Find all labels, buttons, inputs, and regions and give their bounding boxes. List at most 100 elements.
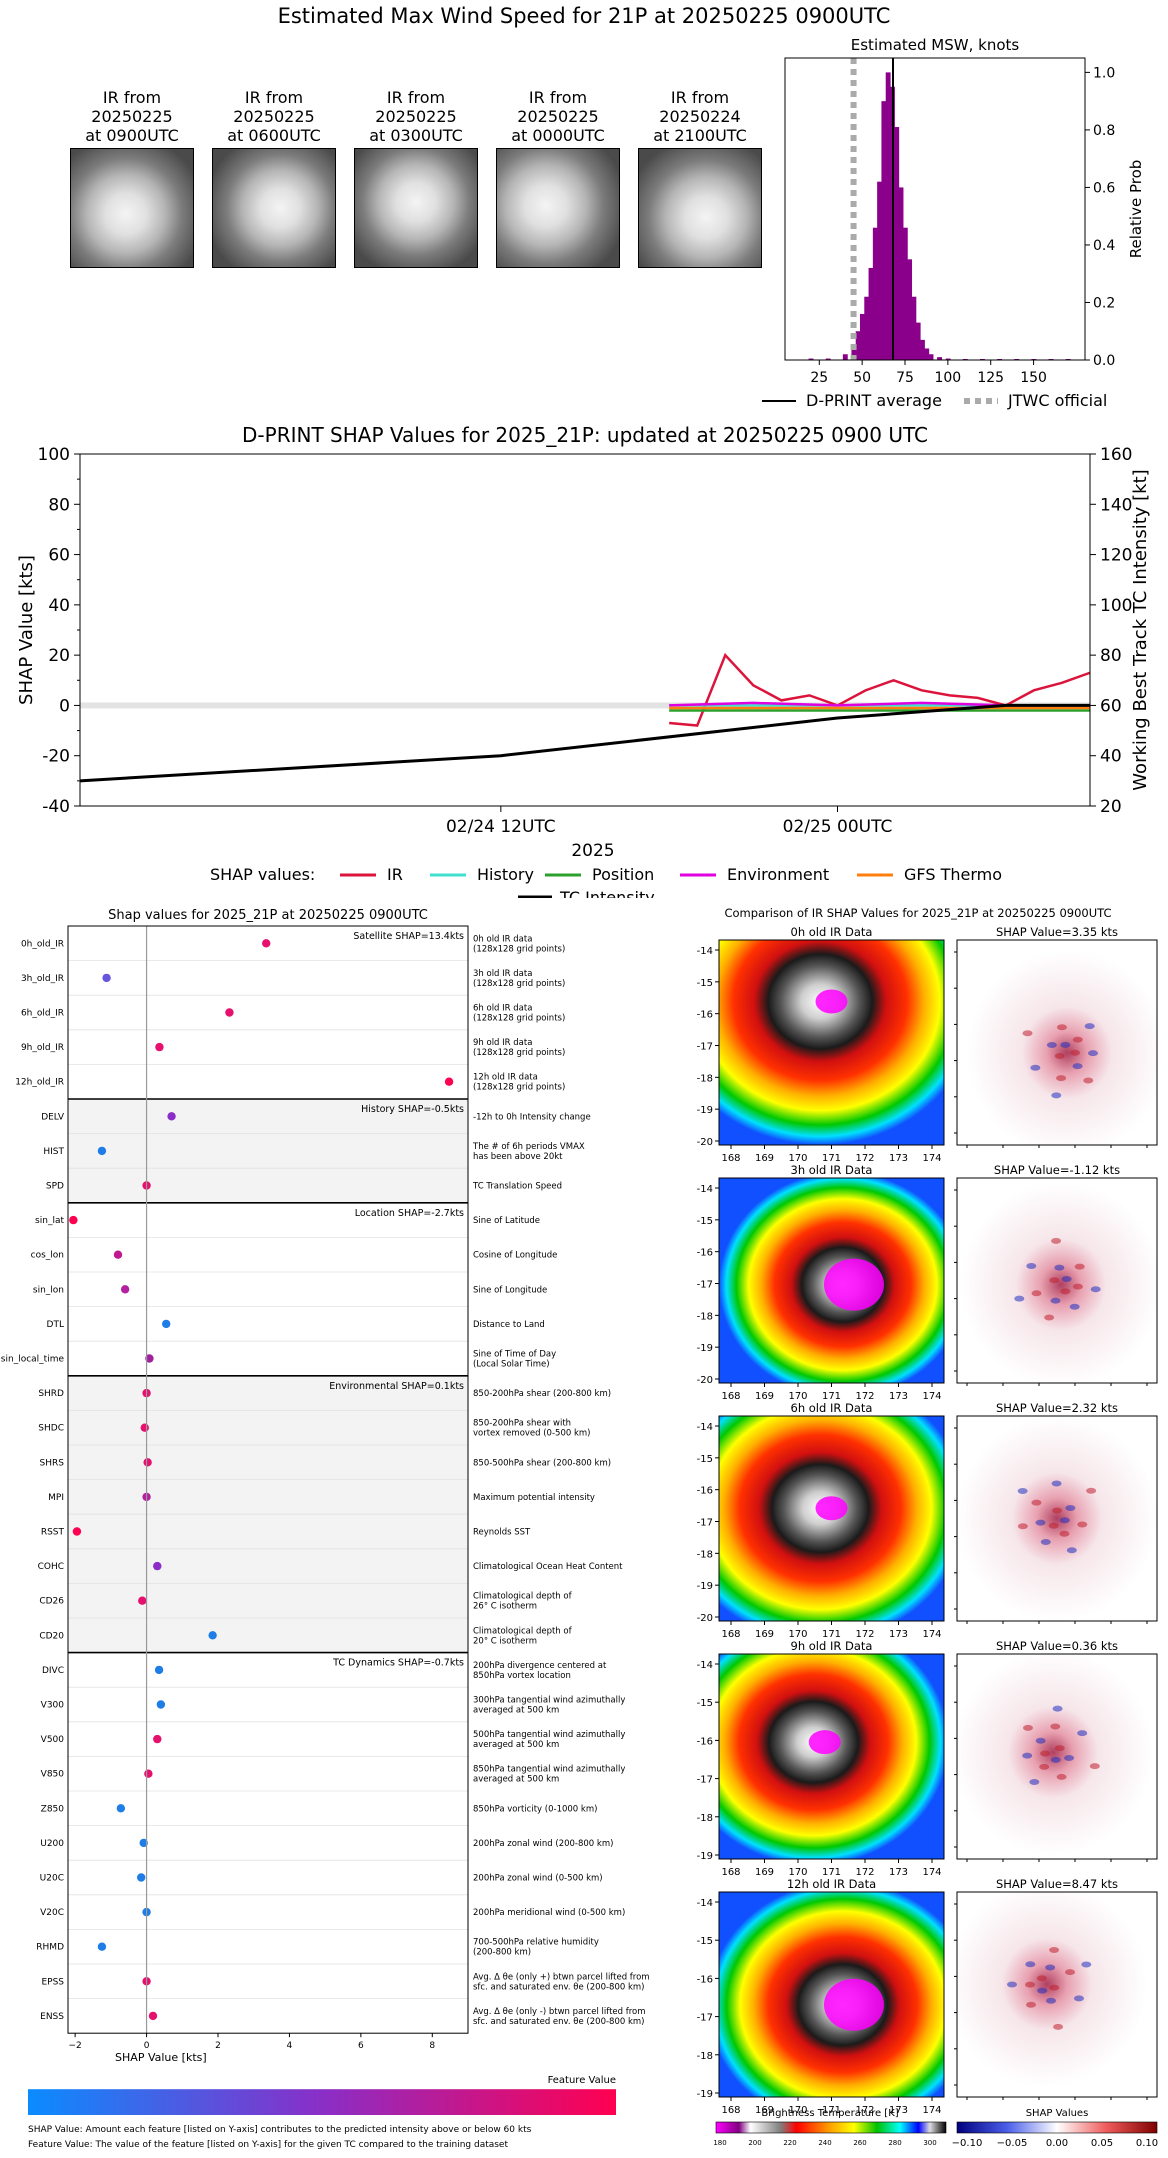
shap-dot-sin_lat <box>69 1215 78 1225</box>
ir-panel-title: IR from 20250225 at 0000UTC <box>511 88 605 145</box>
feature-name: 9h_old_IR <box>21 1043 64 1053</box>
shap-blob <box>1072 1036 1083 1043</box>
ir-x-tick-label: 169 <box>755 1629 774 1640</box>
shap-blob <box>1072 1283 1083 1290</box>
feature-description: 9h old IR data (128x128 grid points) <box>473 1038 565 1058</box>
shap-dot-6h_old_ir <box>225 1008 234 1017</box>
ir-x-tick-label: 170 <box>788 1629 807 1640</box>
ir-y-tick-label: -14 <box>697 1898 713 1909</box>
histogram-bar <box>885 72 891 360</box>
feature-description: 3h old IR data (128x128 grid points) <box>473 969 565 989</box>
feature-name: HIST <box>43 1147 64 1157</box>
shap-dot-cd20 <box>208 1631 217 1640</box>
ir-x-tick-label: 168 <box>721 1153 740 1164</box>
shap-blob <box>1048 1522 1059 1529</box>
feature-description: 850-200hPa shear (200-800 km) <box>473 1389 611 1399</box>
shap-blob <box>1086 1487 1097 1494</box>
shap-blob <box>1022 1030 1033 1037</box>
ts-y-tick-label: 100 <box>38 445 70 465</box>
shap-blob <box>1066 1547 1077 1554</box>
shap-dot-sin_lon <box>120 1285 130 1294</box>
shap-blob <box>1050 1297 1061 1304</box>
shap-row-title: SHAP Value=2.32 kts <box>996 1401 1118 1415</box>
histogram-bar <box>924 348 930 360</box>
shap-blob <box>1051 1237 1062 1244</box>
ir-y-tick-label: -19 <box>697 1105 713 1116</box>
ts-y-tick-label: 80 <box>48 495 70 515</box>
shap-row-title: SHAP Value=8.47 kts <box>996 1877 1118 1891</box>
histogram-bar <box>928 354 934 360</box>
shap-blob <box>1060 1041 1071 1048</box>
histogram-x-tick-label: 75 <box>896 370 914 386</box>
feature-description: Climatological depth of 26° C isotherm <box>473 1592 573 1612</box>
shap-blob <box>1084 1023 1095 1030</box>
group-label: History SHAP=-0.5kts <box>361 1104 464 1115</box>
shap-blob <box>1035 1519 1046 1526</box>
shap-blob <box>1050 1723 1061 1730</box>
shap-blob <box>1025 1961 1036 1968</box>
shap-blob <box>1090 1286 1101 1293</box>
shap-blob <box>1036 1975 1047 1982</box>
legend-label-position: Position <box>592 865 654 884</box>
dot-x-label: SHAP Value [kts] <box>115 2051 207 2064</box>
feature-name: DTL <box>47 1320 64 1330</box>
ts-y-tick-label: -40 <box>42 797 70 817</box>
ts-y2-tick-label: 60 <box>1100 696 1122 716</box>
ts-y-tick-label: 20 <box>48 646 70 666</box>
histogram-bar <box>864 296 870 360</box>
feature-name: DELV <box>41 1112 65 1122</box>
feature-description: 200hPa zonal wind (0-500 km) <box>473 1874 603 1884</box>
feature-name: U200 <box>40 1839 64 1849</box>
histogram-bar <box>851 345 857 360</box>
feature-description: 850hPa vorticity (0-1000 km) <box>473 1804 597 1814</box>
shap-blob <box>1051 1480 1062 1487</box>
ir-x-tick-label: 174 <box>922 2105 941 2116</box>
feature-name: SHRS <box>40 1458 65 1468</box>
histogram-bar <box>907 259 913 360</box>
ir-x-tick-label: 171 <box>822 1629 841 1640</box>
ir-x-tick-label: 172 <box>855 1153 874 1164</box>
bt-colorbar-tick: 220 <box>783 2139 796 2147</box>
bt-colorbar-tick: 240 <box>818 2139 831 2147</box>
feature-description: Cosine of Longitude <box>473 1251 557 1261</box>
feature-name: COHC <box>38 1562 64 1572</box>
feature-name: 0h_old_IR <box>21 939 64 949</box>
bt-colorbar-tick: 300 <box>923 2139 936 2147</box>
ir-x-tick-label: 173 <box>889 1629 908 1640</box>
ts-y2-label: Working Best Track TC Intensity [kt] <box>1130 469 1151 790</box>
dotplot-title: Shap values for 2025_21P at 20250225 090… <box>108 908 428 923</box>
feature-name: U20C <box>40 1874 64 1884</box>
shap-blob <box>1074 1263 1085 1270</box>
shap-blob <box>1053 2023 1064 2030</box>
legend-label-history: History <box>477 865 534 884</box>
feature-description: Avg. Δ θe (only -) btwn parcel lifted fr… <box>473 2007 646 2027</box>
shap-dot-0h_old_ir <box>262 939 271 948</box>
feature-name: 12h_old_IR <box>15 1078 64 1088</box>
ir-x-tick-label: 168 <box>721 1867 740 1878</box>
feature-name: RSST <box>41 1528 65 1538</box>
ir-x-tick-label: 173 <box>889 1153 908 1164</box>
ir-x-tick-label: 170 <box>788 2105 807 2116</box>
histogram-bar <box>902 227 908 360</box>
shap-blob <box>1052 1507 1063 1514</box>
ir-y-tick-label: -15 <box>697 1698 713 1709</box>
ir-x-tick-label: 172 <box>855 2105 874 2116</box>
ir-y-tick-label: -16 <box>697 1736 713 1747</box>
feature-name: EPSS <box>41 1977 64 1987</box>
ir-x-tick-label: 170 <box>788 1391 807 1402</box>
shap-blob <box>1061 1275 1072 1282</box>
feature-name: 6h_old_IR <box>21 1009 64 1019</box>
group-label: Location SHAP=-2.7kts <box>355 1208 464 1219</box>
shap-dot-hist <box>97 1146 107 1156</box>
feature-name: Z850 <box>41 1804 65 1814</box>
ir-y-tick-label: -16 <box>697 1486 713 1497</box>
shap-dot-sin_local_time <box>145 1354 154 1363</box>
feature-name: V850 <box>41 1770 65 1780</box>
ir-panel-title: IR from 20250225 at 0300UTC <box>369 88 463 145</box>
colorbar-title: Feature Value <box>548 2075 616 2086</box>
shap-dot-v300 <box>156 1700 166 1709</box>
feature-value-colorbar <box>28 2089 616 2115</box>
ts-y2-tick-label: 120 <box>1100 546 1132 566</box>
shap-blob <box>1083 1077 1094 1084</box>
ir-y-tick-label: -17 <box>697 2013 713 2024</box>
